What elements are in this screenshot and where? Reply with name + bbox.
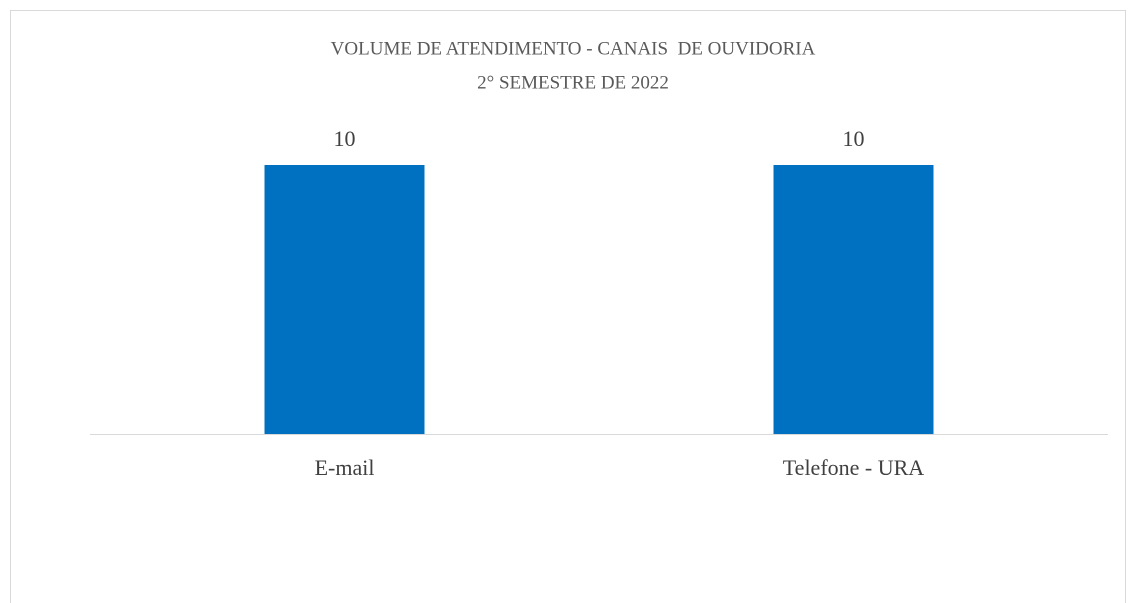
chart-title: VOLUME DE ATENDIMENTO - CANAIS DE OUVIDO… [331, 38, 816, 59]
x-tick-label: E-mail [315, 455, 375, 480]
bar [264, 165, 425, 434]
x-tick-label: Telefone - URA [783, 455, 925, 480]
chart-border [10, 10, 1126, 603]
data-label: 10 [843, 126, 865, 151]
bar [773, 165, 934, 434]
data-label: 10 [334, 126, 356, 151]
chart-subtitle: 2° SEMESTRE DE 2022 [477, 72, 669, 93]
